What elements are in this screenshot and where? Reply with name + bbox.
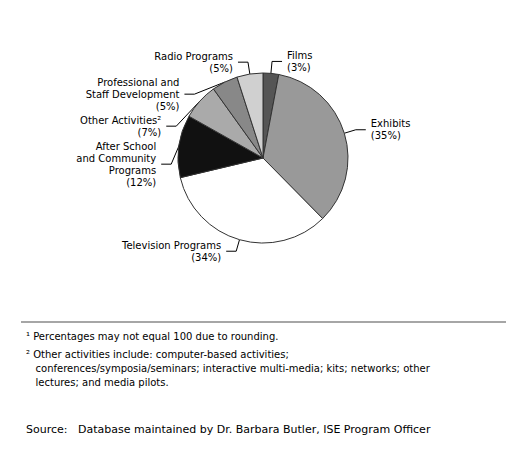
svg-text:Exhibits: Exhibits (371, 118, 411, 129)
svg-text:(12%): (12%) (126, 177, 156, 188)
svg-text:Source: Database maintained: Source: Database maintained by Dr. Barba… (26, 423, 431, 436)
svg-text:Films: Films (287, 50, 313, 61)
svg-text:(5%): (5%) (209, 63, 233, 74)
svg-text:Professional and: Professional and (97, 77, 179, 88)
svg-text:¹ Percentages may not equal 10: ¹ Percentages may not equal 100 due to r… (26, 331, 278, 342)
svg-text:Radio Programs: Radio Programs (154, 51, 233, 62)
svg-text:(35%): (35%) (371, 130, 401, 141)
svg-text:Other Activities²: Other Activities² (80, 115, 161, 126)
svg-text:(7%): (7%) (138, 127, 162, 138)
svg-text:Television Programs: Television Programs (121, 240, 221, 251)
svg-text:(5%): (5%) (156, 101, 180, 112)
svg-text:(3%): (3%) (287, 62, 311, 73)
svg-text:Staff Development: Staff Development (86, 89, 180, 100)
svg-text:and Community: and Community (76, 153, 156, 164)
svg-text:(34%): (34%) (191, 252, 221, 263)
svg-text:After School: After School (96, 141, 156, 152)
svg-text:² Other activities include: co: ² Other activities include: computer-bas… (26, 349, 289, 360)
svg-text:Programs: Programs (109, 165, 156, 176)
svg-text:conferences/symposia/seminars;: conferences/symposia/seminars; interacti… (26, 363, 431, 374)
svg-text:lectures; and media pilots.: lectures; and media pilots. (26, 377, 169, 388)
